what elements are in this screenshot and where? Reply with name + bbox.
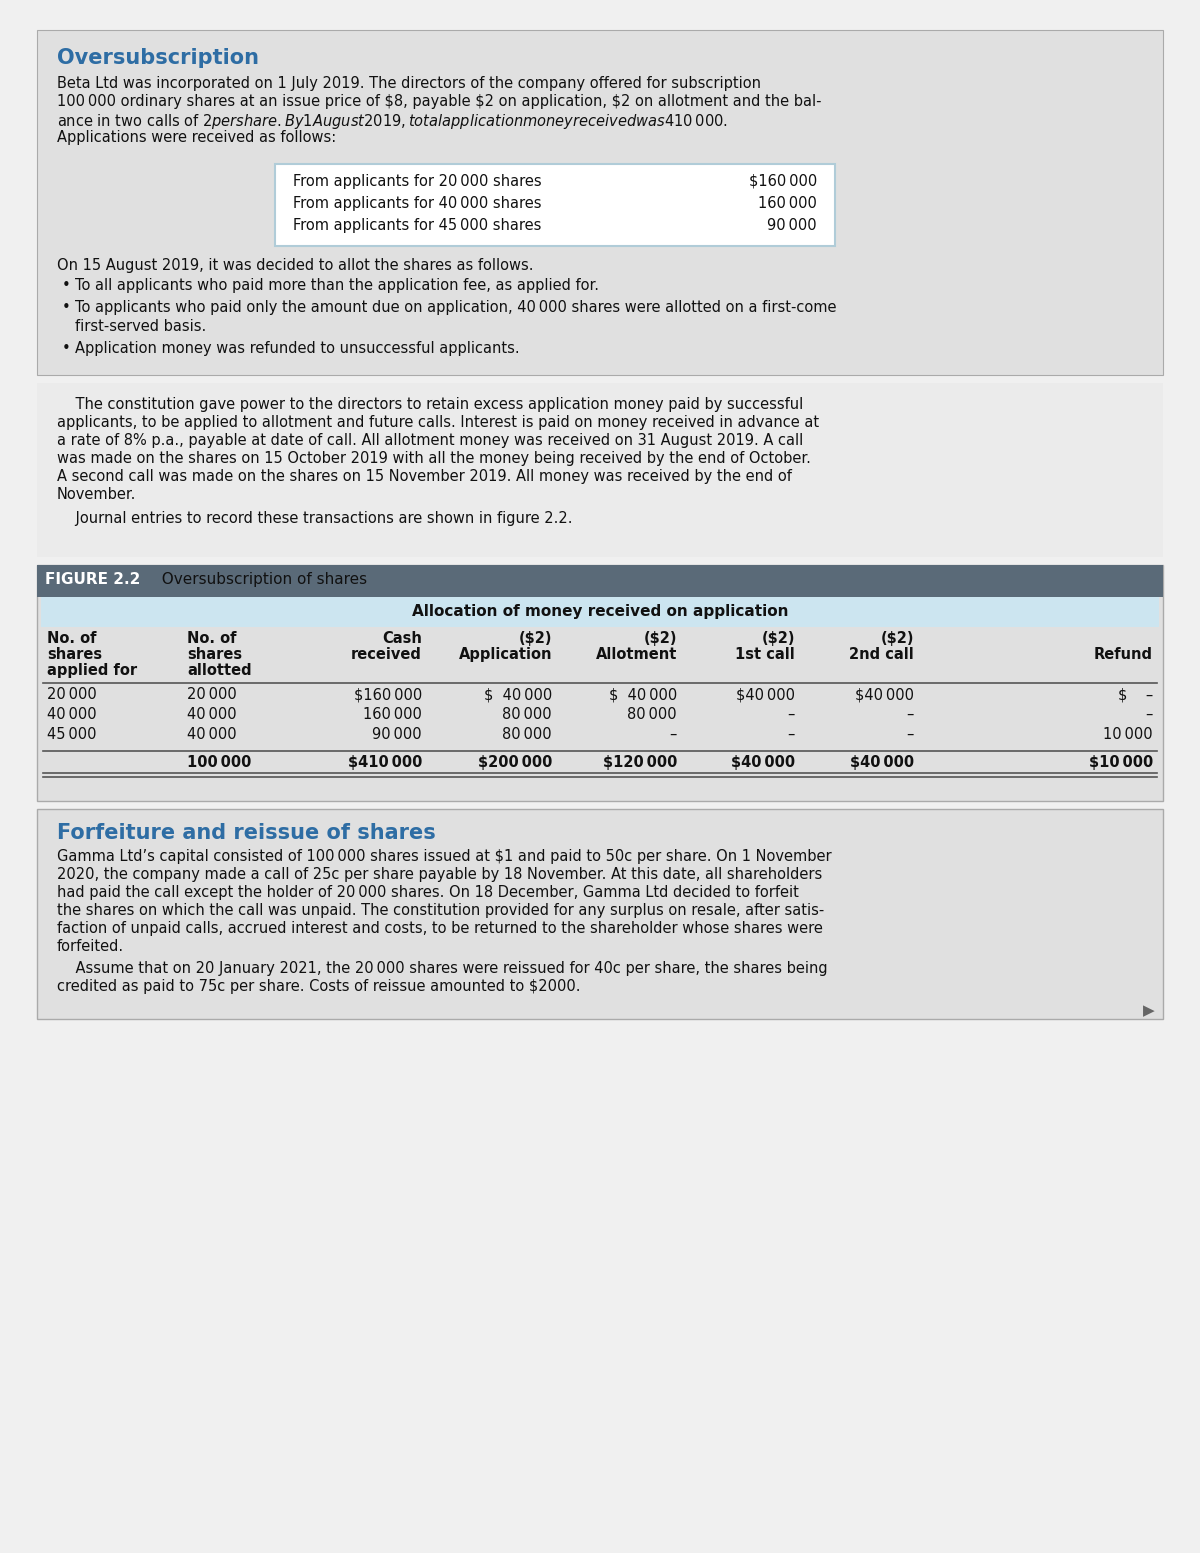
Text: forfeited.: forfeited. [58,940,124,954]
Text: 40 000: 40 000 [187,727,236,742]
Text: –: – [670,727,677,742]
Text: Gamma Ltd’s capital consisted of 100 000 shares issued at $1 and paid to 50c per: Gamma Ltd’s capital consisted of 100 000… [58,849,832,863]
Text: the shares on which the call was unpaid. The constitution provided for any surpl: the shares on which the call was unpaid.… [58,902,824,918]
Text: $120 000: $120 000 [602,755,677,770]
Text: shares: shares [187,648,242,662]
Text: $410 000: $410 000 [348,755,422,770]
Text: Cash: Cash [382,631,422,646]
Text: –: – [907,707,914,722]
Text: $  40 000: $ 40 000 [608,686,677,702]
Text: No. of: No. of [187,631,236,646]
Text: 1st call: 1st call [736,648,796,662]
Text: 10 000: 10 000 [1103,727,1153,742]
Text: Allocation of money received on application: Allocation of money received on applicat… [412,604,788,620]
Text: received: received [352,648,422,662]
Text: 2020, the company made a call of 25c per share payable by 18 November. At this d: 2020, the company made a call of 25c per… [58,867,822,882]
Text: $40 000: $40 000 [736,686,796,702]
Text: 20 000: 20 000 [47,686,97,702]
Text: November.: November. [58,488,137,502]
Text: On 15 August 2019, it was decided to allot the shares as follows.: On 15 August 2019, it was decided to all… [58,258,534,273]
Text: ance in two calls of $2 per share. By 1 August 2019, total application money rec: ance in two calls of $2 per share. By 1 … [58,112,728,130]
Text: Assume that on 20 January 2021, the 20 000 shares were reissued for 40c per shar: Assume that on 20 January 2021, the 20 0… [58,961,828,975]
Text: ▶: ▶ [1142,1003,1154,1019]
Text: Application money was refunded to unsuccessful applicants.: Application money was refunded to unsucc… [74,342,520,356]
Text: faction of unpaid calls, accrued interest and costs, to be returned to the share: faction of unpaid calls, accrued interes… [58,921,823,936]
Text: ($2): ($2) [518,631,552,646]
Text: $    –: $ – [1117,686,1153,702]
Text: $160 000: $160 000 [749,174,817,189]
Text: Application: Application [458,648,552,662]
Text: –: – [1146,707,1153,722]
Text: 40 000: 40 000 [187,707,236,722]
Bar [37,809,1163,1019]
Text: 100 000: 100 000 [187,755,251,770]
Text: Journal entries to record these transactions are shown in figure 2.2.: Journal entries to record these transact… [58,511,572,526]
Text: To applicants who paid only the amount due on application, 40 000 shares were al: To applicants who paid only the amount d… [74,300,836,315]
Text: Beta Ltd was incorporated on 1 July 2019. The directors of the company offered f: Beta Ltd was incorporated on 1 July 2019… [58,76,761,92]
Text: ($2): ($2) [643,631,677,646]
Text: •: • [62,342,71,356]
Text: $10 000: $10 000 [1088,755,1153,770]
Text: Oversubscription of shares: Oversubscription of shares [152,572,367,587]
Text: –: – [787,707,796,722]
Text: $40 000: $40 000 [854,686,914,702]
Text: 160 000: 160 000 [758,196,817,211]
Text: 90 000: 90 000 [372,727,422,742]
Text: •: • [62,278,71,294]
Text: had paid the call except the holder of 20 000 shares. On 18 December, Gamma Ltd : had paid the call except the holder of 2… [58,885,799,901]
Text: 160 000: 160 000 [364,707,422,722]
Text: Refund: Refund [1094,648,1153,662]
Text: –: – [787,727,796,742]
Text: 2nd call: 2nd call [850,648,914,662]
Text: ($2): ($2) [881,631,914,646]
Text: 45 000: 45 000 [47,727,96,742]
Text: Allotment: Allotment [595,648,677,662]
Text: To all applicants who paid more than the application fee, as applied for.: To all applicants who paid more than the… [74,278,599,294]
Text: $200 000: $200 000 [478,755,552,770]
Bar [41,596,1159,627]
Bar [37,565,1163,801]
Text: –: – [907,727,914,742]
Text: $40 000: $40 000 [731,755,796,770]
Text: 80 000: 80 000 [503,727,552,742]
Text: applicants, to be applied to allotment and future calls. Interest is paid on mon: applicants, to be applied to allotment a… [58,415,820,430]
Text: ($2): ($2) [762,631,796,646]
Text: A second call was made on the shares on 15 November 2019. All money was received: A second call was made on the shares on … [58,469,792,485]
Text: $  40 000: $ 40 000 [484,686,552,702]
Text: From applicants for 45 000 shares: From applicants for 45 000 shares [293,217,541,233]
Text: No. of: No. of [47,631,96,646]
Text: applied for: applied for [47,663,137,679]
Text: a rate of 8% p.a., payable at date of call. All allotment money was received on : a rate of 8% p.a., payable at date of ca… [58,433,803,447]
Text: From applicants for 40 000 shares: From applicants for 40 000 shares [293,196,541,211]
Text: first-served basis.: first-served basis. [74,318,206,334]
Text: Applications were received as follows:: Applications were received as follows: [58,130,336,144]
Text: •: • [62,300,71,315]
Text: allotted: allotted [187,663,252,679]
Text: From applicants for 20 000 shares: From applicants for 20 000 shares [293,174,541,189]
Text: FIGURE 2.2: FIGURE 2.2 [46,572,140,587]
Bar [37,30,1163,374]
Text: $160 000: $160 000 [354,686,422,702]
Text: Forfeiture and reissue of shares: Forfeiture and reissue of shares [58,823,436,843]
Text: 20 000: 20 000 [187,686,236,702]
Text: 80 000: 80 000 [628,707,677,722]
Text: was made on the shares on 15 October 2019 with all the money being received by t: was made on the shares on 15 October 201… [58,450,811,466]
Bar [37,384,1163,558]
Text: 90 000: 90 000 [767,217,817,233]
Text: 80 000: 80 000 [503,707,552,722]
Text: Oversubscription: Oversubscription [58,48,259,68]
Text: $40 000: $40 000 [850,755,914,770]
Text: 100 000 ordinary shares at an issue price of $8, payable $2 on application, $2 o: 100 000 ordinary shares at an issue pric… [58,95,822,109]
Text: 40 000: 40 000 [47,707,97,722]
Bar [275,165,835,245]
Text: The constitution gave power to the directors to retain excess application money : The constitution gave power to the direc… [58,398,803,412]
Bar [37,565,1163,596]
Text: shares: shares [47,648,102,662]
Text: credited as paid to 75c per share. Costs of reissue amounted to $2000.: credited as paid to 75c per share. Costs… [58,978,581,994]
